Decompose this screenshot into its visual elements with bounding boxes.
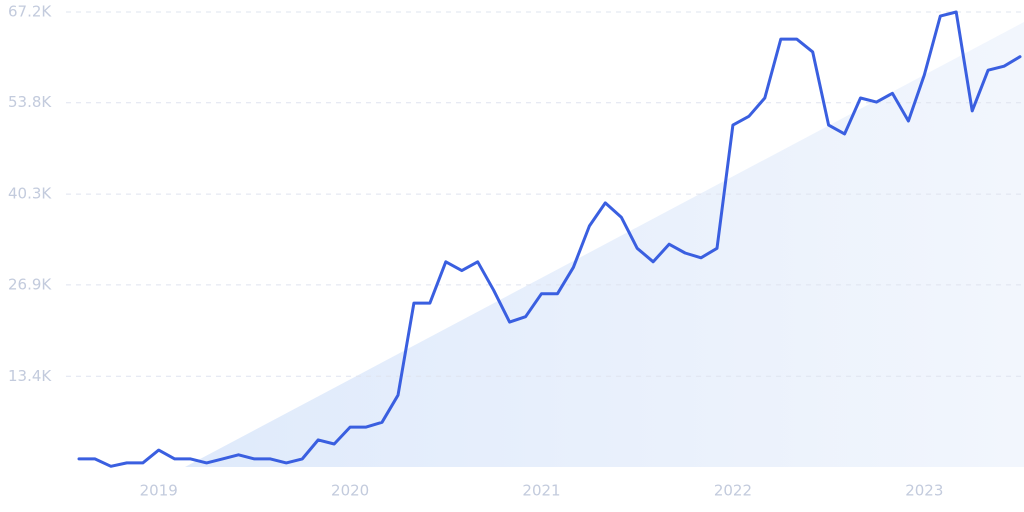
y-tick-label: 40.3K [8, 185, 52, 203]
x-tick-label: 2019 [140, 482, 178, 500]
y-tick-label: 26.9K [8, 275, 52, 293]
x-tick-label: 2023 [905, 482, 943, 500]
x-tick-label: 2022 [714, 482, 752, 500]
x-tick-label: 2021 [522, 482, 560, 500]
trend-area [185, 22, 1024, 467]
x-tick-label: 2020 [331, 482, 369, 500]
y-tick-label: 67.2K [8, 3, 52, 21]
y-tick-label: 53.8K [8, 93, 52, 111]
y-tick-label: 13.4K [8, 367, 52, 385]
trend-line [77, 10, 1022, 468]
